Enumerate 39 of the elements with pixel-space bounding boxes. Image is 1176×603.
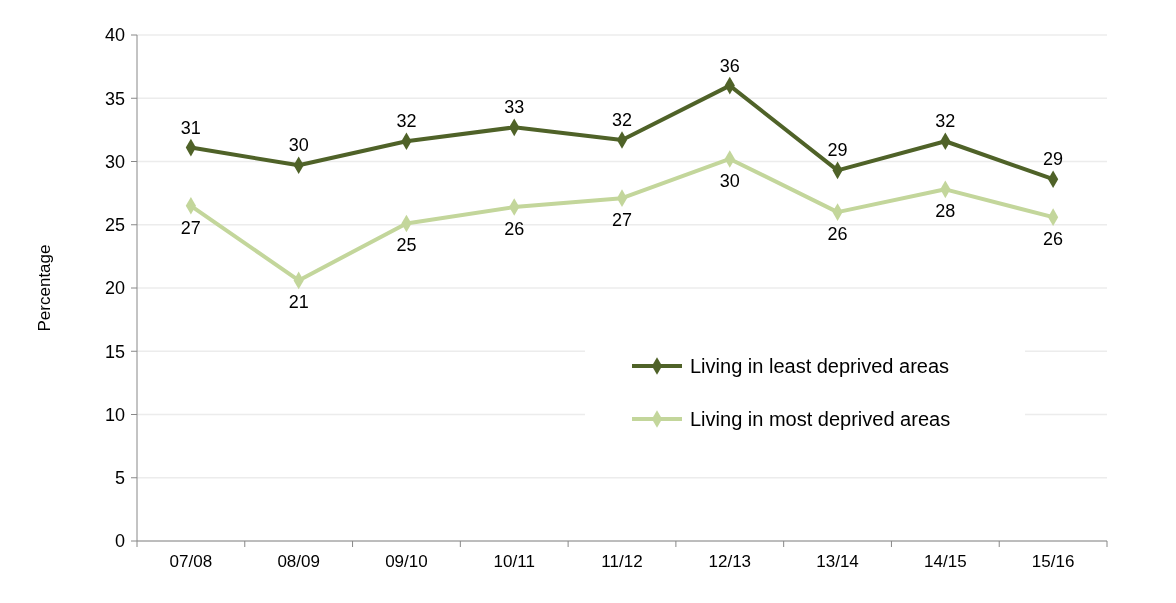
legend-label: Living in least deprived areas xyxy=(690,355,950,377)
x-tick-label: 10/11 xyxy=(493,552,535,571)
x-tick-label: 09/10 xyxy=(385,552,428,571)
y-tick-label: 30 xyxy=(104,151,125,172)
data-label: 21 xyxy=(288,292,309,313)
data-label: 27 xyxy=(180,217,201,238)
data-label: 32 xyxy=(935,111,956,132)
x-tick-label: 13/14 xyxy=(816,552,859,571)
y-tick-label: 25 xyxy=(104,215,125,236)
y-tick-label: 0 xyxy=(114,531,125,552)
data-label: 25 xyxy=(396,235,417,256)
x-tick-label: 12/13 xyxy=(708,552,752,571)
y-axis-title: Percentage xyxy=(35,244,54,332)
y-tick-label: 35 xyxy=(104,88,125,109)
data-label: 28 xyxy=(935,201,956,222)
data-label: 32 xyxy=(396,111,417,132)
x-tick-label: 08/09 xyxy=(277,552,320,571)
y-tick-label: 10 xyxy=(104,404,125,425)
data-label: 30 xyxy=(719,170,740,191)
data-label: 31 xyxy=(180,117,201,138)
data-label: 30 xyxy=(288,135,309,156)
x-tick-label: 07/08 xyxy=(169,552,213,571)
data-label: 26 xyxy=(827,224,848,245)
data-label: 26 xyxy=(504,219,525,240)
data-label: 32 xyxy=(611,110,633,130)
data-label: 26 xyxy=(1043,229,1064,250)
y-tick-label: 40 xyxy=(104,25,125,46)
data-label: 29 xyxy=(827,140,848,161)
data-label: 33 xyxy=(504,97,525,118)
data-label: 27 xyxy=(611,210,633,231)
data-label: 29 xyxy=(1043,149,1064,170)
y-tick-label: 15 xyxy=(104,341,125,362)
x-tick-label: 11/12 xyxy=(601,552,643,571)
x-tick-label: 14/15 xyxy=(924,552,967,571)
y-tick-label: 20 xyxy=(104,278,125,299)
y-tick-label: 5 xyxy=(114,468,125,489)
legend-label: Living in most deprived areas xyxy=(690,408,951,430)
x-tick-label: 15/16 xyxy=(1031,552,1075,571)
data-label: 36 xyxy=(719,55,740,76)
